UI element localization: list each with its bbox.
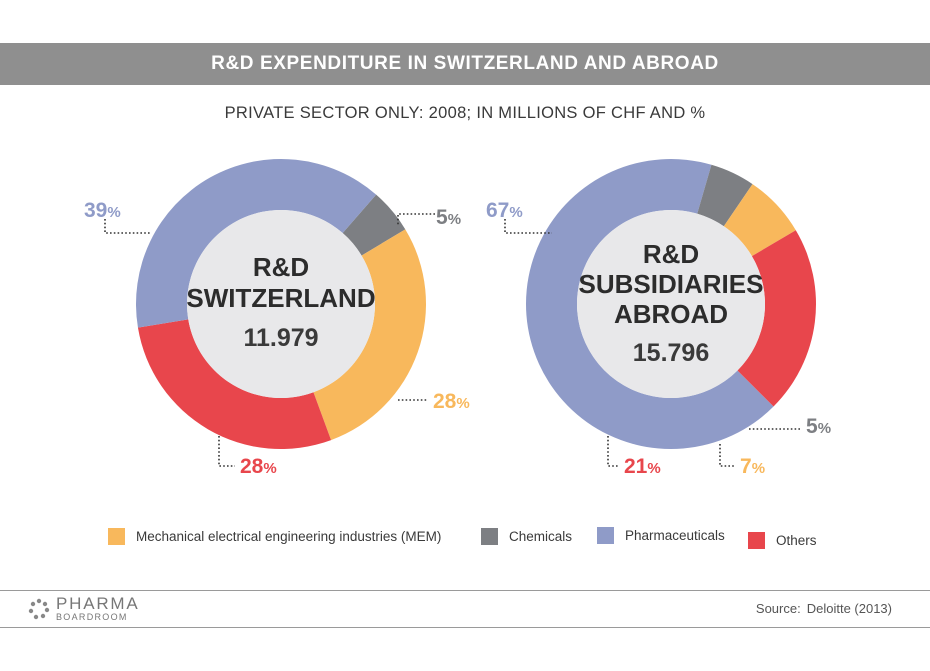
legend-label-mem: Mechanical electrical engineering indust… (136, 529, 442, 544)
center-title-line-1: R&D (253, 252, 309, 282)
slice-mem-1 (313, 229, 426, 441)
percent-sign: % (263, 460, 276, 477)
legend-item-chemicals: Chemicals (481, 528, 572, 545)
legend-label-pharmaceuticals: Pharmaceuticals (625, 528, 725, 543)
donut-center-1 (187, 210, 375, 398)
data-label-chemicals-2: 5% (806, 415, 831, 438)
center-title-line-3: ABROAD (614, 299, 728, 329)
source-value: Deloitte (2013) (806, 601, 892, 616)
slice-chemicals-2 (697, 164, 753, 227)
logo-dots-icon (28, 598, 50, 619)
data-label-pharmaceuticals-1: 39% (84, 199, 121, 222)
footer-rule-top (0, 590, 930, 591)
slice-others-2 (737, 230, 816, 407)
legend-item-pharmaceuticals: Pharmaceuticals (597, 527, 725, 544)
legend-label-chemicals: Chemicals (509, 529, 573, 544)
data-label-mem-1: 28% (433, 390, 470, 413)
data-label-others-2: 21% (624, 455, 661, 478)
source-note: Source: Deloitte (2013) (756, 601, 898, 616)
legend-label-others: Others (776, 533, 817, 548)
chart-title: R&D EXPENDITURE IN SWITZERLAND AND ABROA… (211, 53, 719, 74)
legend-swatch-chemicals (481, 528, 498, 545)
center-total-value: 15.796 (633, 339, 709, 367)
pharma-boardroom-logo[interactable]: PHARMA BOARDROOM (28, 595, 140, 622)
percent-sign: % (818, 420, 831, 437)
percent-sign: % (509, 204, 522, 221)
leader-line-pharmaceuticals-2 (504, 219, 552, 234)
slice-others-1 (137, 319, 332, 449)
slice-pharmaceuticals-1 (136, 158, 377, 328)
leader-line-mem-2 (719, 444, 734, 467)
logo-main-text: PHARMA (56, 594, 140, 613)
legend-swatch-pharmaceuticals (597, 527, 614, 544)
center-title-line-2: SUBSIDIARIES (579, 269, 764, 299)
data-label-chemicals-1: 5% (436, 206, 461, 229)
chart-title-bar: R&D EXPENDITURE IN SWITZERLAND AND ABROA… (0, 43, 930, 85)
legend-swatch-others (748, 532, 765, 549)
slice-mem-2 (723, 184, 796, 257)
legend-swatch-mem (108, 528, 125, 545)
donut-center-2 (577, 210, 765, 398)
source-label: Source: (755, 601, 801, 616)
legend-item-mem: Mechanical electrical engineering indust… (108, 528, 441, 545)
logo-sub-text: BOARDROOM (56, 612, 128, 622)
center-title-line-2: SWITZERLAND (186, 283, 375, 313)
leader-line-pharmaceuticals-1 (104, 219, 150, 234)
percent-sign: % (647, 460, 660, 477)
data-label-pharmaceuticals-2: 67% (486, 199, 523, 222)
leader-line-others-2 (607, 436, 619, 467)
slice-chemicals-1 (342, 194, 406, 256)
data-label-others-1: 28% (240, 455, 277, 478)
percent-sign: % (456, 395, 469, 412)
percent-sign: % (752, 460, 765, 477)
percent-sign: % (107, 204, 120, 221)
footer-rule-bottom (0, 627, 930, 628)
center-title-line-1: R&D (643, 239, 699, 269)
leader-line-chemicals-1 (397, 213, 435, 225)
chart-subtitle: PRIVATE SECTOR ONLY: 2008; IN MILLIONS O… (224, 104, 706, 122)
center-total-value: 11.979 (243, 324, 318, 352)
percent-sign: % (448, 211, 461, 228)
slice-pharmaceuticals-2 (525, 158, 774, 449)
legend: Mechanical electrical engineering indust… (108, 527, 868, 558)
data-label-mem-2: 7% (740, 455, 765, 478)
legend-item-others: Others (748, 532, 817, 549)
